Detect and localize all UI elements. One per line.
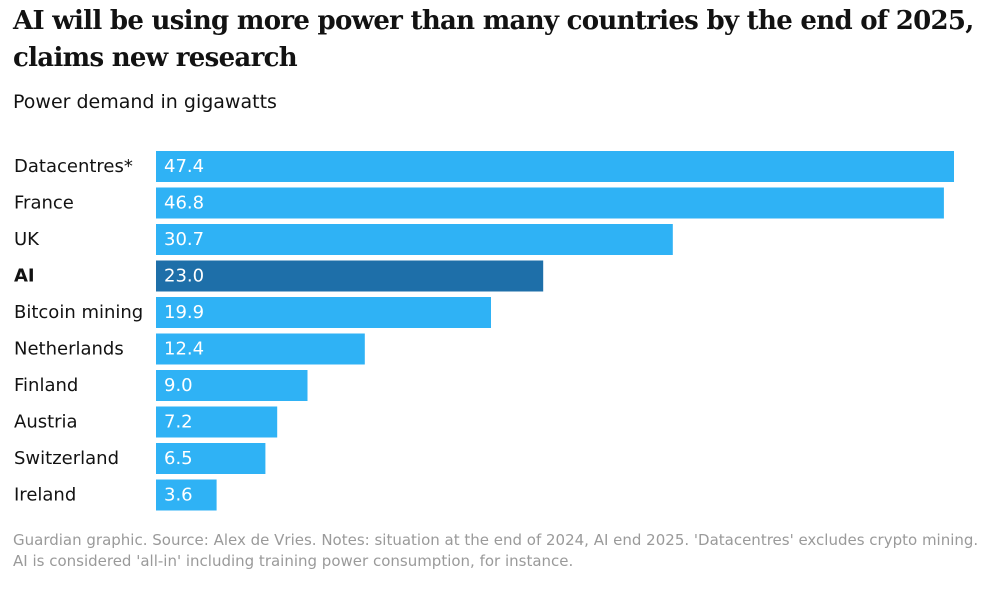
category-label: UK <box>14 229 40 250</box>
category-label: Switzerland <box>14 448 119 469</box>
bar <box>156 224 673 255</box>
bar <box>156 151 954 182</box>
bar <box>156 187 944 219</box>
value-label: 3.6 <box>164 485 193 506</box>
bar-row-uk: UK 30.7 <box>14 224 673 255</box>
value-label: 47.4 <box>164 156 204 177</box>
category-label: Netherlands <box>14 339 124 360</box>
bar <box>156 443 266 474</box>
bar-chart: Datacentres* 47.4 France 46.8 UK 30.7 AI 23.0 Bi… <box>14 151 954 511</box>
bar <box>156 333 365 365</box>
chart-title: AI will be using more power than many co… <box>13 6 974 73</box>
category-label: Austria <box>14 412 78 433</box>
bar <box>156 479 217 511</box>
bar-row-bitcoin-mining: Bitcoin mining 19.9 <box>14 297 491 328</box>
bar-row-finland: Finland 9.0 <box>14 370 308 401</box>
bar-row-france: France 46.8 <box>14 187 944 219</box>
bar <box>156 370 308 401</box>
value-label: 19.9 <box>164 302 204 323</box>
bar-row-switzerland: Switzerland 6.5 <box>14 443 266 474</box>
value-label: 7.2 <box>164 412 193 433</box>
bar <box>156 297 491 328</box>
category-label: Finland <box>14 375 78 396</box>
bar <box>156 406 278 438</box>
value-label: 9.0 <box>164 375 193 396</box>
value-label: 6.5 <box>164 448 193 469</box>
bar-row-austria: Austria 7.2 <box>14 406 278 438</box>
value-label: 12.4 <box>164 339 204 360</box>
bar-row-ireland: Ireland 3.6 <box>14 479 217 511</box>
value-label: 23.0 <box>164 266 204 287</box>
bar-row-netherlands: Netherlands 12.4 <box>14 333 365 365</box>
value-label: 30.7 <box>164 229 204 250</box>
source-note: Guardian graphic. Source: Alex de Vries.… <box>13 531 979 570</box>
chart-subtitle: Power demand in gigawatts <box>13 91 277 113</box>
category-label: AI <box>14 266 35 287</box>
category-label: Datacentres* <box>14 156 133 177</box>
bar-row-ai: AI 23.0 <box>14 260 544 292</box>
bar-row-datacentres: Datacentres* 47.4 <box>14 151 954 182</box>
category-label: Bitcoin mining <box>14 302 143 323</box>
category-label: Ireland <box>14 485 76 506</box>
bar <box>156 260 544 292</box>
value-label: 46.8 <box>164 193 204 214</box>
category-label: France <box>14 193 74 214</box>
